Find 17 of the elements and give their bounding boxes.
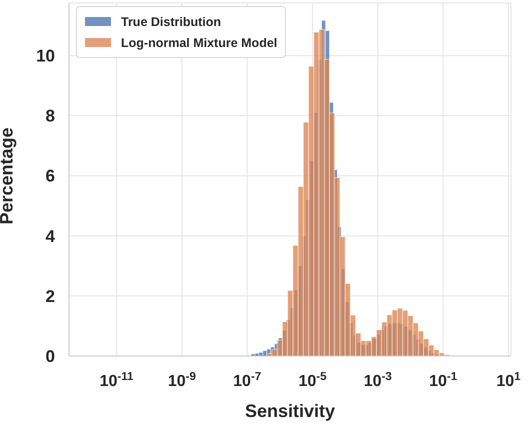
y-tick-label: 2 <box>46 286 55 306</box>
x-tick-label: 10$^{-1}$ <box>429 371 458 390</box>
y-tick-label: 0 <box>46 347 55 366</box>
legend-label: True Distribution <box>121 14 221 28</box>
y-tick-label: 4 <box>46 226 56 246</box>
y-axis-title: Percentage <box>0 127 16 224</box>
x-tick-label: 10$^{1}$ <box>496 371 522 390</box>
y-tick-label: 10 <box>36 46 55 66</box>
x-axis-title: Sensitivity <box>244 401 336 421</box>
x-tick-label: 10$^{-5}$ <box>298 371 328 390</box>
x-tick-label: 10$^{-9}$ <box>168 371 196 390</box>
legend-label: Log-normal Mixture Model <box>121 36 278 50</box>
y-tick-label: 6 <box>46 166 55 186</box>
x-tick-label: 10$^{-3}$ <box>364 371 392 390</box>
x-tick-label: 10$^{-7}$ <box>233 371 262 390</box>
x-tick-label: 10$^{-11}$ <box>100 371 134 390</box>
y-tick-label: 8 <box>46 106 55 126</box>
